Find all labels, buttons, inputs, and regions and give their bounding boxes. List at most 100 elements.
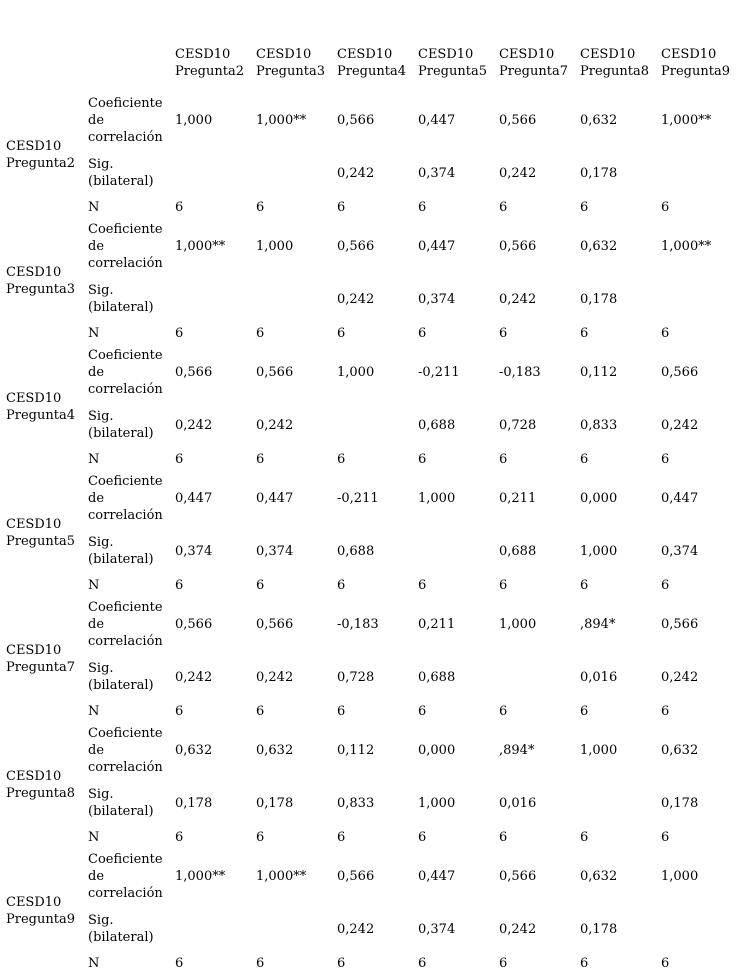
column-header: CESD10 Pregunta7 — [499, 47, 568, 79]
table-cell: 6 — [175, 956, 184, 971]
corner-cell — [88, 46, 175, 92]
table-cell: 6 — [256, 956, 265, 971]
table-cell: 0,447 — [661, 491, 699, 506]
table-cell — [661, 149, 742, 197]
table-cell — [175, 275, 256, 323]
table-cell: 6 — [418, 830, 427, 845]
table-cell: 6 — [580, 956, 589, 971]
table-cell: 0,833 — [580, 417, 618, 433]
table-cell: 0,447 — [418, 239, 456, 254]
stat-label: N — [88, 704, 100, 719]
table-cell: 0,688 — [418, 417, 456, 433]
stat-label: Coeficiente de correlación — [88, 600, 163, 649]
table-cell — [499, 653, 580, 701]
table-cell: 0,242 — [175, 417, 213, 433]
table-row: Sig. (bilateral) 0,242 0,242 0,728 0,688 0,01… — [6, 653, 742, 701]
table-cell: 1,000** — [661, 239, 712, 254]
table-cell: 6 — [499, 578, 508, 593]
table-cell: 0,178 — [175, 795, 213, 811]
stat-label: Coeficiente de correlación — [88, 852, 163, 901]
row-header: CESD10 Pregunta7 — [6, 643, 75, 675]
table-cell: 1,000 — [337, 365, 375, 380]
table-cell: 1,000** — [256, 869, 307, 884]
table-cell: 0,566 — [256, 617, 294, 632]
table-cell: 6 — [661, 452, 670, 467]
table-cell: 0,447 — [418, 869, 456, 884]
table-cell: 0,000 — [580, 491, 618, 506]
table-cell — [661, 905, 742, 953]
stat-label: Coeficiente de correlación — [88, 726, 163, 775]
table-cell: 6 — [499, 956, 508, 971]
table-row: CESD10 Pregunta3 Coeficiente de correlaci… — [6, 218, 742, 297]
table-cell: 0,566 — [337, 239, 375, 254]
row-header: CESD10 Pregunta2 — [6, 139, 75, 171]
stat-label: Sig. (bilateral) — [88, 661, 154, 693]
stat-label: Coeficiente de correlación — [88, 222, 163, 271]
table-cell: 0,016 — [580, 669, 618, 685]
table-cell: 6 — [256, 326, 265, 341]
table-cell: 6 — [499, 830, 508, 845]
table-cell: 0,728 — [499, 417, 537, 433]
table-cell: 0,178 — [661, 795, 699, 811]
table-cell: 0,374 — [661, 543, 699, 559]
table-cell: 0,566 — [337, 869, 375, 884]
table-cell: 6 — [337, 578, 346, 593]
table-cell: 1,000** — [175, 869, 226, 884]
table-cell: 6 — [337, 704, 346, 719]
table-cell: 6 — [580, 578, 589, 593]
table-row: CESD10 Pregunta8 Coeficiente de correlaci… — [6, 722, 742, 801]
table-cell — [256, 275, 337, 323]
table-row: Sig. (bilateral) 0,242 0,374 0,242 0,178 — [6, 905, 742, 953]
table-cell: 1,000 — [661, 869, 699, 884]
table-row: Sig. (bilateral) 0,374 0,374 0,688 0,688 1,00… — [6, 527, 742, 575]
stat-label: N — [88, 200, 100, 215]
table-row: Sig. (bilateral) 0,242 0,374 0,242 0,178 — [6, 275, 742, 323]
table-cell — [661, 275, 742, 323]
table-cell: 0,242 — [499, 165, 537, 181]
table-row: CESD10 Pregunta2 Coeficiente de correlaci… — [6, 92, 742, 171]
table-cell — [175, 905, 256, 953]
table-cell: 0,242 — [337, 165, 375, 181]
table-cell: 0,447 — [175, 491, 213, 506]
table-cell: 0,242 — [337, 921, 375, 937]
table-cell: 6 — [418, 326, 427, 341]
table-row: Sig. (bilateral) 0,242 0,374 0,242 0,178 — [6, 149, 742, 197]
table-cell: 0,178 — [580, 165, 618, 181]
table-row: CESD10 Pregunta5 Coeficiente de correlaci… — [6, 470, 742, 549]
table-cell: 6 — [661, 830, 670, 845]
table-cell: 0,112 — [580, 365, 618, 380]
table-cell: 0,242 — [499, 291, 537, 307]
table-cell: 1,000 — [580, 543, 618, 559]
table-row: N 6 6 6 6 6 6 6 — [6, 953, 742, 974]
table-cell: 0,242 — [256, 417, 294, 433]
table-row: N 6 6 6 6 6 6 6 — [6, 827, 742, 848]
table-cell: 6 — [661, 704, 670, 719]
table-cell: -0,183 — [337, 617, 379, 632]
table-cell: 6 — [175, 578, 184, 593]
stat-label: Sig. (bilateral) — [88, 787, 154, 819]
table-cell: -0,183 — [499, 365, 541, 380]
table-cell: 6 — [499, 452, 508, 467]
table-cell: 0,566 — [499, 113, 537, 128]
row-header: CESD10 Pregunta9 — [6, 895, 75, 927]
table-cell: 1,000 — [175, 113, 213, 128]
table-cell: 6 — [499, 200, 508, 215]
stat-label: N — [88, 830, 100, 845]
correlation-table: CESD10 Pregunta2 CESD10 Pregunta3 CESD10 P… — [6, 46, 742, 974]
table-cell: 0,566 — [499, 239, 537, 254]
table-cell: 6 — [175, 326, 184, 341]
table-cell: 0,632 — [175, 743, 213, 758]
table-cell: 0,178 — [580, 291, 618, 307]
table-cell: 1,000 — [256, 239, 294, 254]
table-cell: -0,211 — [337, 491, 379, 506]
table-cell: 0,632 — [580, 869, 618, 884]
table-cell: 1,000 — [418, 795, 456, 811]
table-cell: 0,566 — [661, 365, 699, 380]
table-cell: -0,211 — [418, 365, 460, 380]
table-cell: ,894* — [580, 617, 616, 632]
table-cell: 0,178 — [256, 795, 294, 811]
table-cell: 0,566 — [256, 365, 294, 380]
table-cell: 1,000 — [580, 743, 618, 758]
table-cell: 0,211 — [499, 491, 537, 506]
